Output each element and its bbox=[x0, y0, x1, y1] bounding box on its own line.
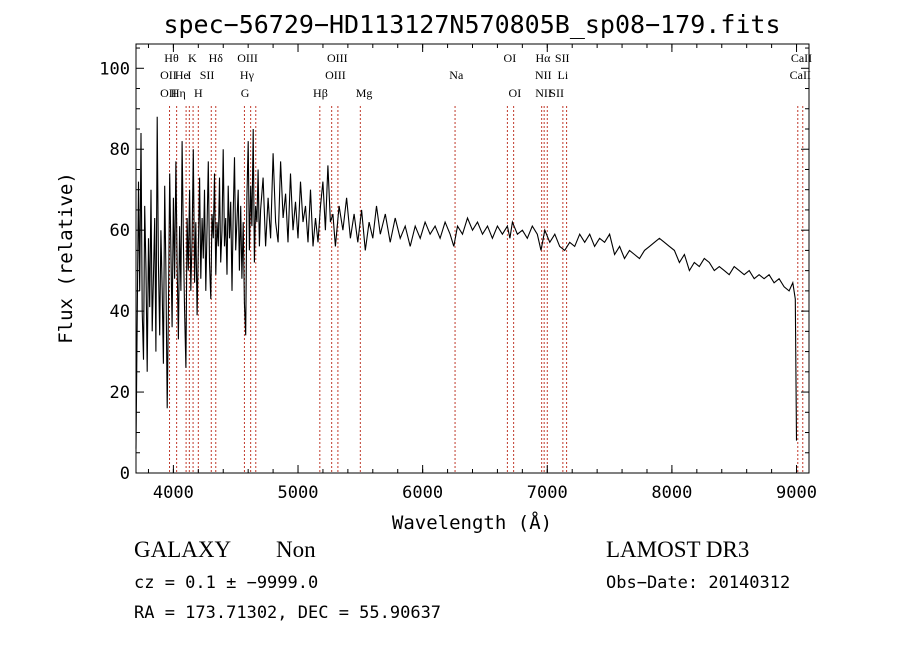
emission-line-label: Na bbox=[449, 68, 464, 82]
coordinates-readout: RA = 173.71302, DEC = 55.90637 bbox=[134, 603, 442, 623]
emission-line-label: OI bbox=[509, 86, 522, 100]
object-class: GALAXY bbox=[134, 537, 232, 562]
emission-line-label: OIII bbox=[325, 68, 346, 82]
emission-line-label: H bbox=[194, 86, 203, 100]
y-axis-ticks: 0 20 40 60 80 100 bbox=[99, 47, 809, 484]
emission-line-label: OII bbox=[160, 68, 177, 82]
x-tick-label: 7000 bbox=[527, 483, 568, 503]
emission-line-label: I bbox=[187, 68, 191, 82]
y-tick-label: 80 bbox=[110, 140, 130, 160]
chart-title: spec−56729−HD113127N570805B_sp08−179.fit… bbox=[163, 10, 780, 39]
y-tick-label: 60 bbox=[110, 221, 130, 241]
emission-line-label: Hβ bbox=[313, 86, 328, 100]
x-axis-label: Wavelength (Å) bbox=[392, 511, 552, 534]
emission-line-label: OII bbox=[160, 86, 177, 100]
survey-name: LAMOST DR3 bbox=[606, 537, 750, 562]
y-tick-label: 100 bbox=[99, 59, 130, 79]
x-axis-ticks: 4000 5000 6000 7000 8000 9000 bbox=[147, 44, 817, 503]
emission-line-label: SII bbox=[555, 51, 570, 65]
emission-line-label: He bbox=[175, 68, 189, 82]
emission-line-label: G bbox=[241, 86, 250, 100]
emission-line-label: Hγ bbox=[240, 68, 255, 82]
emission-line-label: K bbox=[188, 51, 197, 65]
emission-line-label: OI bbox=[504, 51, 517, 65]
x-tick-label: 5000 bbox=[278, 483, 319, 503]
emission-line-label: Hθ bbox=[164, 51, 179, 65]
emission-line-label: Hδ bbox=[209, 51, 224, 65]
emission-line-label: OIII bbox=[327, 51, 348, 65]
emission-line-label: CaII bbox=[790, 68, 811, 82]
y-axis-label: Flux (relative) bbox=[55, 172, 77, 344]
emission-line-label: Li bbox=[558, 68, 569, 82]
emission-line-label: OIII bbox=[237, 51, 258, 65]
emission-line-markers bbox=[169, 106, 804, 473]
x-tick-label: 4000 bbox=[153, 483, 194, 503]
x-tick-label: 8000 bbox=[651, 483, 692, 503]
plot-frame bbox=[135, 43, 810, 474]
x-tick-label: 9000 bbox=[776, 483, 817, 503]
emission-line-label: CaII bbox=[791, 51, 812, 65]
emission-line-label: SII bbox=[549, 86, 564, 100]
emission-line-label: Hη bbox=[171, 86, 186, 100]
y-tick-label: 20 bbox=[110, 383, 130, 403]
emission-line-label: Hα bbox=[535, 51, 551, 65]
emission-line-label: SII bbox=[200, 68, 215, 82]
spectrum-line bbox=[135, 116, 798, 449]
spectrum-chart: spec−56729−HD113127N570805B_sp08−179.fit… bbox=[55, 10, 817, 534]
redshift-readout: cz = 0.1 ± −9999.0 bbox=[134, 573, 319, 593]
y-tick-label: 40 bbox=[110, 302, 130, 322]
object-subclass: Non bbox=[276, 537, 316, 562]
x-tick-label: 6000 bbox=[402, 483, 443, 503]
emission-line-label: NII bbox=[535, 86, 552, 100]
observation-date: Obs−Date: 20140312 bbox=[606, 573, 791, 593]
emission-line-label: Mg bbox=[356, 86, 373, 100]
emission-line-label: NII bbox=[535, 68, 552, 82]
y-tick-label: 0 bbox=[120, 464, 130, 484]
